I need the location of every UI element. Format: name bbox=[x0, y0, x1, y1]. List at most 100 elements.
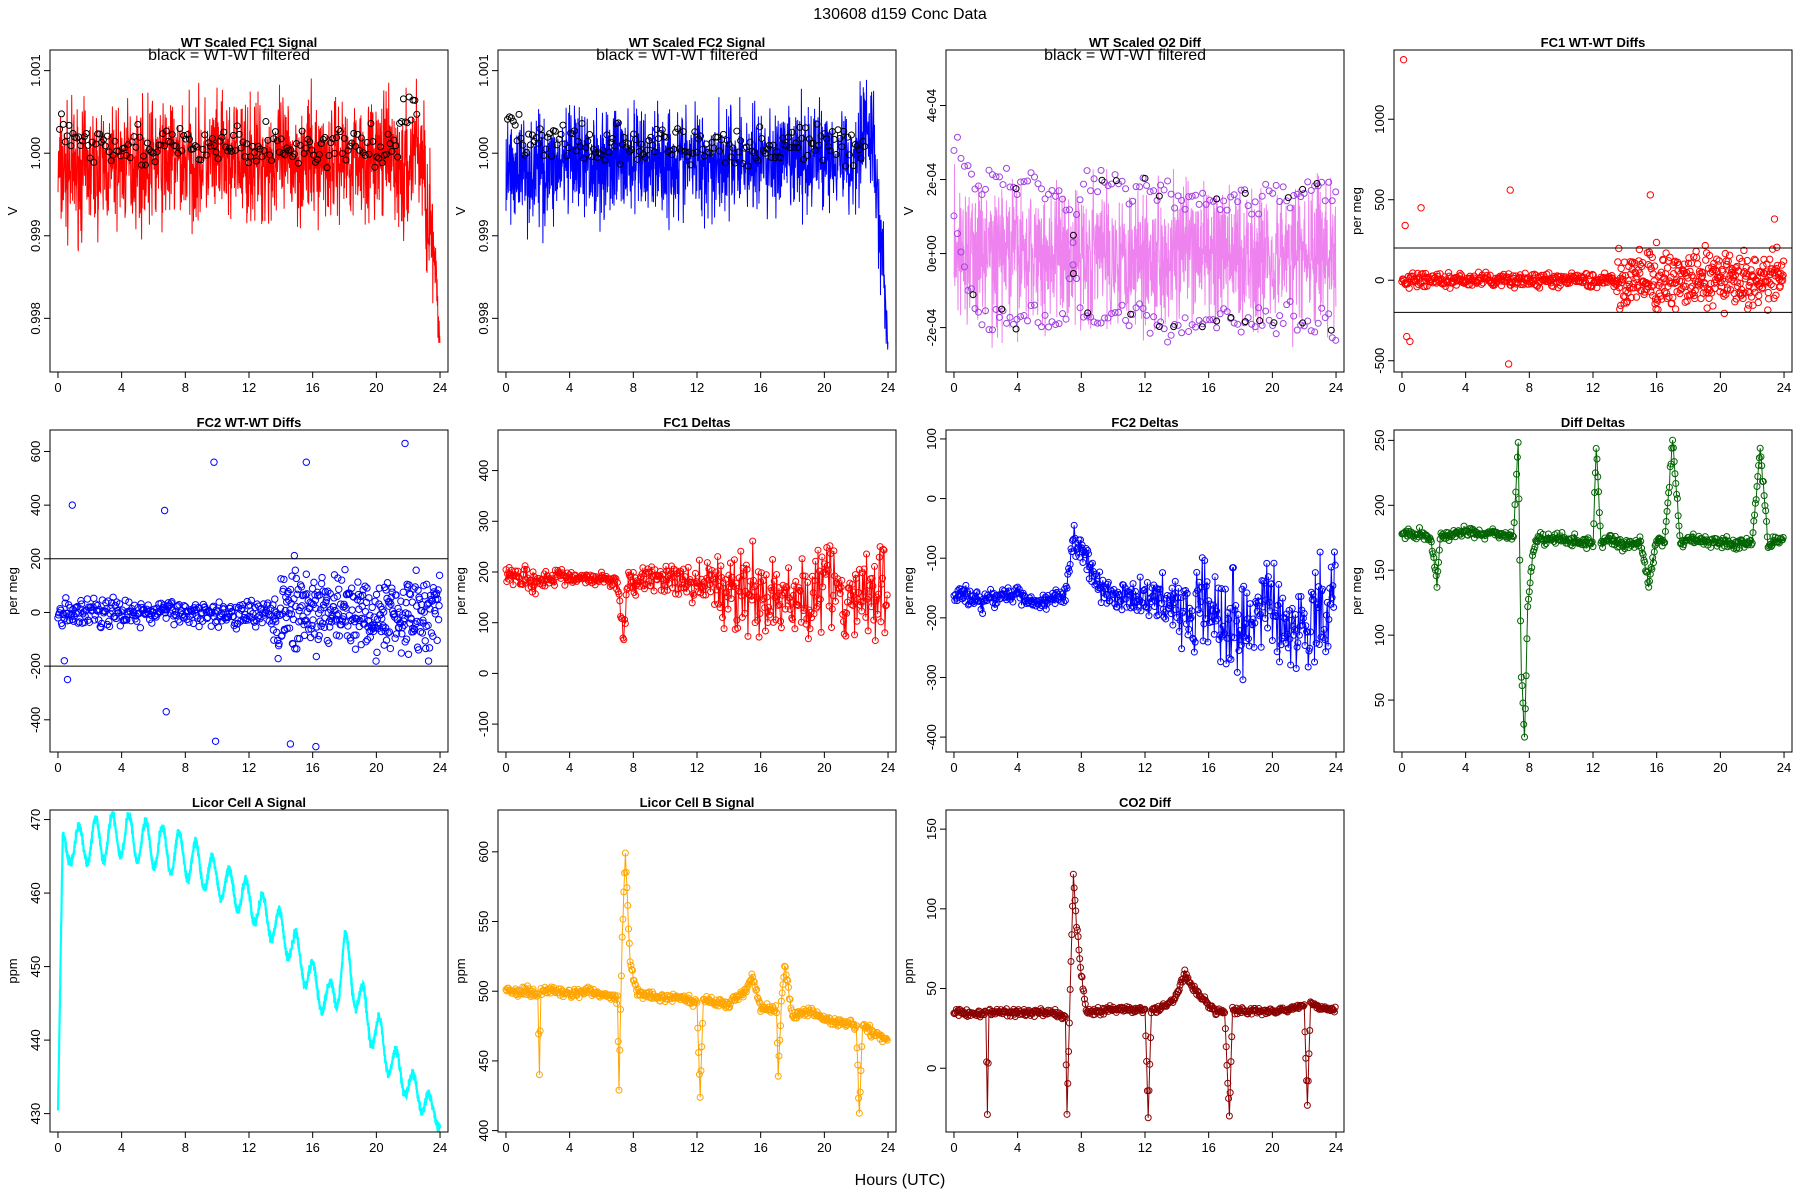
data-point bbox=[280, 575, 288, 584]
delta-point bbox=[732, 579, 740, 587]
level-point bbox=[1188, 321, 1196, 329]
filtered-point bbox=[1270, 319, 1278, 327]
level-point bbox=[1314, 319, 1322, 327]
signal-point bbox=[619, 915, 627, 923]
delta-point bbox=[647, 582, 655, 590]
data-point bbox=[1709, 302, 1717, 310]
level-point bbox=[1139, 304, 1147, 312]
delta-point bbox=[1517, 617, 1525, 625]
level-point bbox=[1325, 310, 1333, 318]
filtered-point bbox=[744, 162, 752, 170]
y-tick-label: 1.001 bbox=[28, 54, 43, 87]
delta-point bbox=[644, 568, 652, 576]
data-point bbox=[1718, 267, 1727, 276]
filtered-point bbox=[794, 143, 802, 151]
outlier-point bbox=[312, 742, 320, 751]
filtered-point bbox=[842, 162, 850, 170]
level-point bbox=[995, 173, 1003, 181]
filtered-point bbox=[763, 145, 771, 153]
delta-point bbox=[1203, 578, 1211, 586]
delta-point bbox=[1515, 495, 1523, 503]
delta-point bbox=[1287, 661, 1295, 669]
delta-point bbox=[633, 581, 641, 589]
filtered-point bbox=[1227, 314, 1235, 322]
filtered-point bbox=[815, 141, 823, 149]
delta-point bbox=[1636, 533, 1644, 541]
data-point bbox=[431, 607, 439, 615]
x-tick-label: 12 bbox=[242, 380, 256, 395]
delta-point bbox=[1662, 517, 1670, 525]
delta-point bbox=[518, 580, 526, 588]
filtered-point bbox=[525, 130, 533, 138]
filtered-point bbox=[138, 161, 146, 169]
delta-point bbox=[993, 599, 1001, 607]
data-point bbox=[425, 644, 434, 652]
outlier-point bbox=[286, 740, 295, 748]
delta-point bbox=[1293, 643, 1301, 651]
delta-point bbox=[1268, 637, 1276, 645]
y-tick-label: 0 bbox=[1372, 277, 1387, 284]
delta-point bbox=[1261, 614, 1269, 622]
delta-point bbox=[783, 584, 791, 592]
level-point bbox=[1073, 210, 1081, 218]
filtered-point bbox=[178, 147, 186, 155]
delta-point bbox=[724, 605, 732, 613]
filtered-point bbox=[719, 130, 727, 138]
delta-point bbox=[1595, 488, 1603, 496]
delta-point bbox=[753, 593, 761, 601]
data-point bbox=[96, 623, 104, 631]
data-point bbox=[277, 575, 285, 583]
outlier-point bbox=[63, 675, 72, 684]
filtered-point bbox=[73, 134, 81, 142]
level-point bbox=[1293, 190, 1301, 198]
filtered-point bbox=[647, 133, 655, 141]
data-point bbox=[195, 622, 203, 631]
delta-point bbox=[582, 571, 590, 579]
signal-point bbox=[781, 963, 789, 971]
delta-point bbox=[874, 590, 882, 598]
level-point bbox=[1087, 187, 1095, 195]
licor-a-trace bbox=[56, 811, 441, 1132]
delta-point bbox=[1141, 585, 1149, 593]
filtered-point bbox=[63, 132, 71, 140]
level-point bbox=[1034, 180, 1042, 188]
y-tick-label: 0 bbox=[924, 495, 939, 502]
delta-point bbox=[1202, 582, 1210, 590]
x-tick-label: 8 bbox=[182, 760, 189, 775]
delta-point bbox=[858, 607, 866, 615]
level-point bbox=[950, 212, 958, 220]
data-point bbox=[329, 603, 338, 611]
y-axis-label: V bbox=[5, 206, 20, 215]
delta-point bbox=[793, 601, 801, 609]
delta-point bbox=[1090, 572, 1098, 580]
signal-point bbox=[689, 1002, 697, 1010]
delta-point bbox=[837, 583, 845, 591]
y-tick-label: 200 bbox=[476, 561, 491, 583]
data-point bbox=[274, 654, 282, 663]
data-point bbox=[427, 629, 436, 637]
delta-point bbox=[1735, 544, 1743, 552]
y-axis-label: per meg bbox=[453, 567, 468, 615]
data-point bbox=[1744, 301, 1753, 309]
data-point bbox=[392, 630, 401, 638]
signal-point bbox=[1182, 970, 1190, 978]
data-point bbox=[302, 616, 310, 624]
level-point bbox=[1083, 167, 1091, 175]
level-point bbox=[1321, 197, 1329, 205]
delta-point bbox=[1189, 634, 1197, 642]
delta-point bbox=[1143, 578, 1151, 586]
filtered-point bbox=[275, 148, 283, 156]
delta-point bbox=[871, 637, 879, 645]
delta-point bbox=[1286, 635, 1294, 643]
data-point bbox=[1665, 293, 1673, 301]
data-point bbox=[133, 617, 141, 625]
data-point bbox=[346, 634, 354, 642]
level-point bbox=[964, 286, 972, 294]
x-tick-label: 20 bbox=[1265, 380, 1279, 395]
signal-point bbox=[631, 980, 639, 988]
delta-point bbox=[789, 616, 797, 624]
delta-point bbox=[1283, 610, 1291, 618]
delta-point bbox=[1519, 699, 1527, 707]
filtered-point bbox=[243, 140, 251, 148]
delta-point bbox=[1671, 470, 1679, 478]
